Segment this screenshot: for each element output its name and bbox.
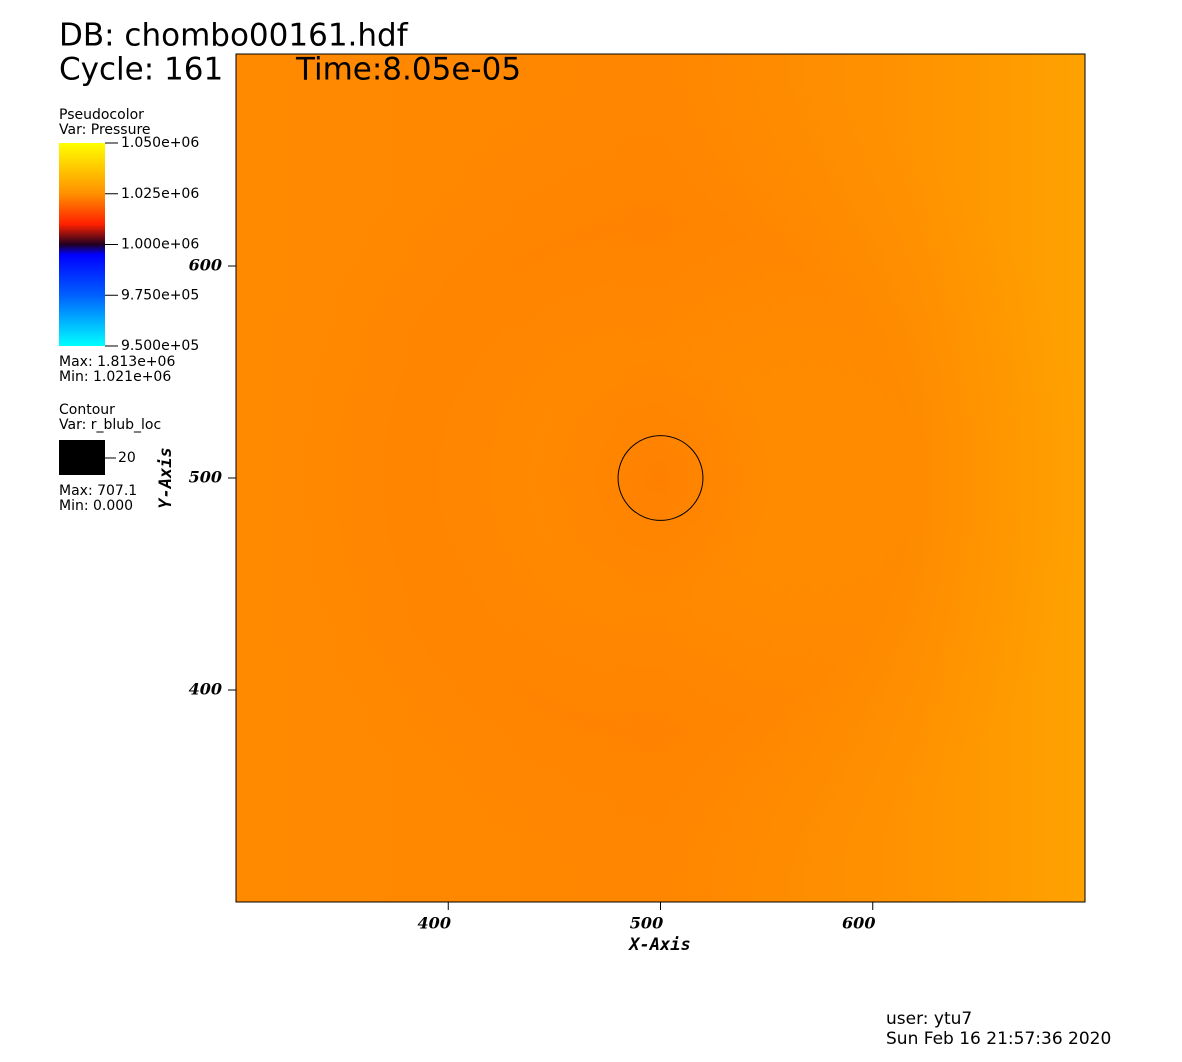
colorbar-tick-label: 1.000e+06 — [121, 237, 199, 253]
contour-legend-max: Max: 707.1 — [59, 483, 137, 499]
contour-line — [617, 435, 704, 521]
y-tick-label: 400 — [189, 680, 222, 699]
x-tick-label: 500 — [630, 914, 663, 933]
db-label: DB: chombo00161.hdf — [59, 18, 409, 54]
contour-legend-label: 20 — [118, 450, 136, 466]
contour-legend-min: Min: 0.000 — [59, 498, 133, 514]
legend-max: Max: 1.813e+06 — [59, 354, 175, 370]
time-label: Time:8.05e-05 — [295, 52, 521, 88]
plot-area — [235, 53, 1086, 903]
x-tick-label: 600 — [842, 914, 875, 933]
contour-legend-title: Contour — [59, 402, 115, 418]
y-tick-label: 600 — [189, 256, 222, 275]
contour-legend-var: Var: r_blub_loc — [59, 417, 161, 433]
colorbar-tick-label: 9.500e+05 — [121, 338, 199, 354]
colorbar — [59, 143, 105, 346]
colorbar-tick-label: 9.750e+05 — [121, 287, 199, 303]
legend-min: Min: 1.021e+06 — [59, 369, 171, 385]
y-tick-label: 500 — [189, 468, 222, 487]
y-axis-title: Y-Axis — [156, 447, 176, 508]
contour-legend-swatch — [59, 440, 105, 475]
legend-title: Pseudocolor — [59, 107, 144, 123]
x-axis-title: X-Axis — [627, 935, 690, 955]
x-tick-label: 400 — [418, 914, 451, 933]
pressure-field-shading — [236, 54, 1085, 902]
legend-var: Var: Pressure — [59, 122, 151, 138]
colorbar-tick-label: 1.025e+06 — [121, 186, 199, 202]
footer-date: Sun Feb 16 21:57:36 2020 — [886, 1029, 1111, 1049]
cycle-label: Cycle: 161 — [59, 52, 223, 88]
colorbar-tick-label: 1.050e+06 — [121, 135, 199, 151]
footer-user: user: ytu7 — [886, 1009, 972, 1029]
